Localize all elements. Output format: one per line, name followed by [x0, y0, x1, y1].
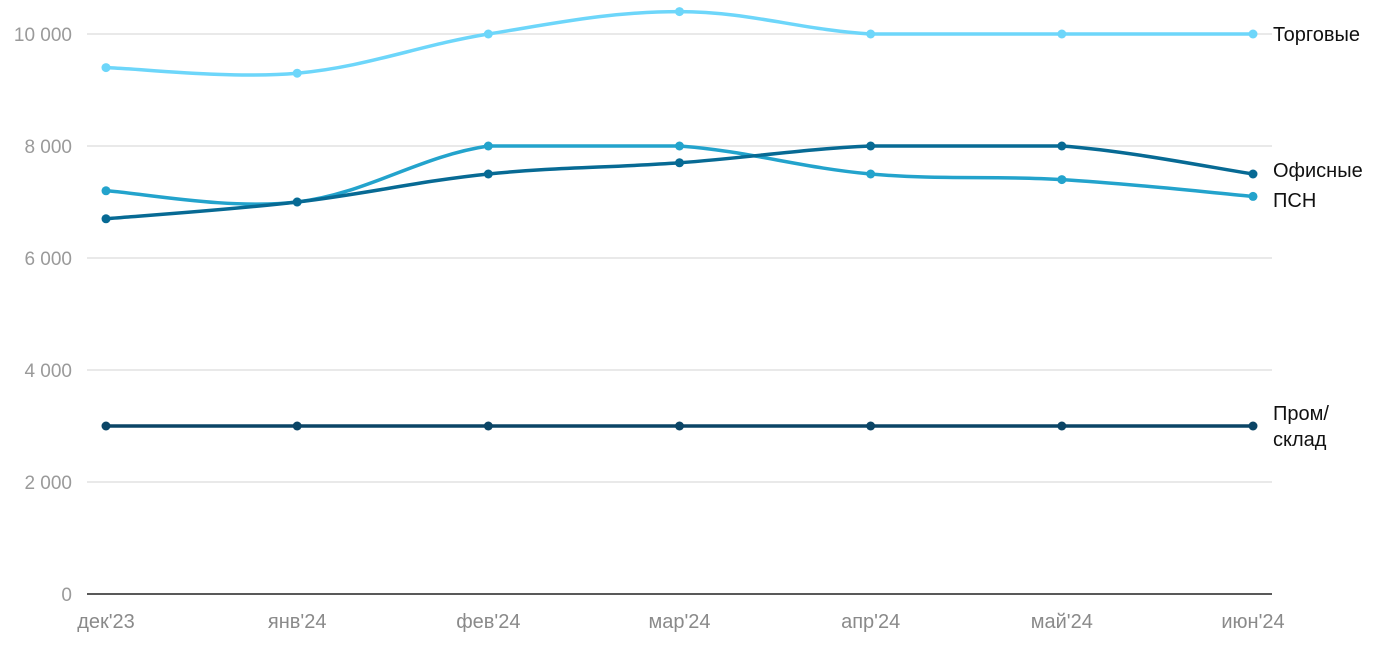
data-point	[1248, 191, 1258, 201]
data-point	[101, 421, 111, 431]
data-point	[483, 421, 493, 431]
y-tick-label: 2 000	[24, 473, 72, 494]
data-point	[101, 63, 111, 73]
data-point	[483, 141, 493, 151]
series-line	[104, 144, 1255, 206]
y-tick-label: 0	[61, 585, 72, 606]
x-tick-label: фев'24	[456, 611, 520, 633]
x-tick-label: мар'24	[648, 611, 710, 633]
data-point	[675, 7, 684, 17]
data-point	[1057, 421, 1067, 431]
data-point	[1057, 29, 1067, 39]
series-labels: Торговые Офисные ПСН Пром/склад	[1273, 24, 1363, 451]
x-tick-label: апр'24	[841, 611, 900, 633]
x-axis-ticks: дек'23 янв'24 фев'24 мар'24 апр'24 май'24 июн'…	[77, 611, 1284, 633]
data-point	[1248, 29, 1258, 39]
y-tick-label: 8 000	[24, 137, 72, 158]
series-lines	[101, 7, 1258, 431]
data-point	[292, 421, 302, 431]
data-point	[101, 186, 111, 196]
x-tick-label: июн'24	[1221, 611, 1284, 633]
series-2	[101, 141, 1258, 224]
x-tick-label: дек'23	[77, 611, 135, 633]
series-0	[101, 7, 1258, 78]
y-tick-label: 10 000	[14, 25, 72, 46]
data-point	[675, 141, 684, 151]
series-label: ПСН	[1273, 190, 1316, 212]
data-point	[483, 29, 493, 39]
series-label: Офисные	[1273, 160, 1363, 182]
data-point	[866, 169, 876, 179]
y-tick-label: 4 000	[24, 361, 72, 382]
data-point	[1248, 421, 1258, 431]
data-point	[1057, 141, 1067, 151]
data-point	[675, 421, 684, 431]
data-point	[1057, 175, 1067, 185]
series-line	[104, 9, 1255, 77]
data-point	[1248, 169, 1258, 179]
series-label: склад	[1273, 429, 1327, 451]
data-point	[483, 169, 493, 179]
data-point	[101, 214, 111, 224]
grid-lines	[87, 33, 1272, 595]
series-label: Пром/	[1273, 403, 1329, 425]
data-point	[292, 68, 302, 78]
x-tick-label: янв'24	[268, 611, 327, 633]
data-point	[866, 421, 876, 431]
series-label: Торговые	[1273, 24, 1360, 46]
data-point	[292, 197, 302, 207]
y-tick-label: 6 000	[24, 249, 72, 270]
series-1	[101, 141, 1258, 207]
data-point	[866, 141, 876, 151]
y-axis-ticks: 0 2 000 4 000 6 000 8 000 10 000	[14, 25, 72, 606]
series-3	[101, 421, 1258, 431]
data-point	[675, 158, 684, 168]
x-tick-label: май'24	[1031, 611, 1093, 633]
data-point	[866, 29, 876, 39]
